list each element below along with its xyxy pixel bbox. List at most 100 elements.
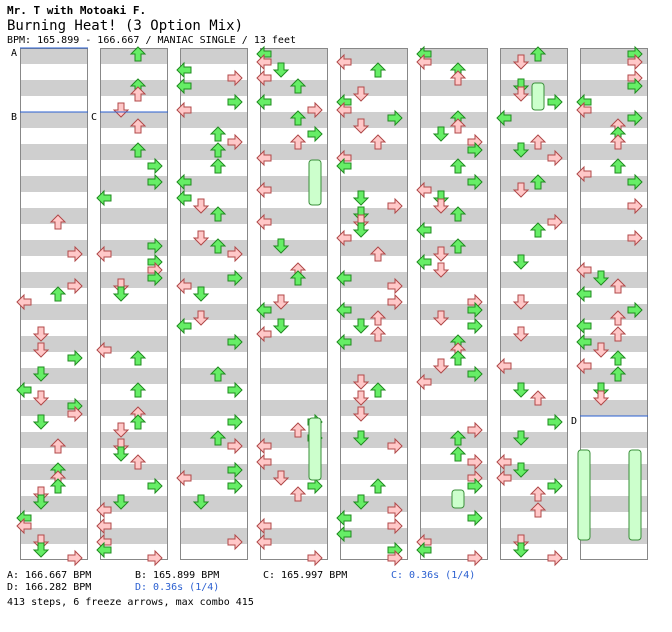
arrow-down-icon xyxy=(512,182,530,198)
arrow-up-icon xyxy=(609,310,627,326)
arrow-up-icon xyxy=(49,286,67,302)
arrow-right-icon xyxy=(227,69,243,87)
stop-legend-c: C: 0.36s (1/4) xyxy=(391,570,476,581)
arrow-left-icon xyxy=(176,189,192,207)
arrow-down-icon xyxy=(112,446,130,462)
arrow-right-icon xyxy=(147,157,163,175)
arrow-right-icon xyxy=(547,149,563,167)
arrow-right-icon xyxy=(227,245,243,263)
arrow-down-icon xyxy=(272,62,290,78)
arrow-left-icon xyxy=(176,173,192,191)
arrow-left-icon xyxy=(256,533,272,551)
arrow-right-icon xyxy=(67,245,83,263)
arrow-right-icon xyxy=(547,549,563,567)
arrow-left-icon xyxy=(176,317,192,335)
arrow-down-icon xyxy=(512,142,530,158)
arrow-down-icon xyxy=(592,390,610,406)
arrow-up-icon xyxy=(129,118,147,134)
arrow-right-icon xyxy=(67,405,83,423)
chart-column xyxy=(100,48,168,560)
chart-column xyxy=(340,48,408,560)
arrow-up-icon xyxy=(369,478,387,494)
arrow-up-icon xyxy=(129,414,147,430)
arrow-left-icon xyxy=(256,53,272,71)
arrow-down-icon xyxy=(512,542,530,558)
arrow-right-icon xyxy=(227,461,243,479)
arrow-left-icon xyxy=(576,261,592,279)
arrow-down-icon xyxy=(352,190,370,206)
arrow-up-icon xyxy=(529,222,547,238)
arrow-right-icon xyxy=(227,269,243,287)
arrow-left-icon xyxy=(416,221,432,239)
arrow-down-icon xyxy=(352,222,370,238)
arrow-right-icon xyxy=(547,93,563,111)
arrow-up-icon xyxy=(529,174,547,190)
arrow-up-icon xyxy=(529,486,547,502)
arrow-down-icon xyxy=(512,326,530,342)
arrow-up-icon xyxy=(289,134,307,150)
arrow-up-icon xyxy=(289,486,307,502)
arrow-down-icon xyxy=(112,286,130,302)
arrow-down-icon xyxy=(512,430,530,446)
arrow-up-icon xyxy=(209,206,227,222)
chart-summary: 413 steps, 6 freeze arrows, max combo 41… xyxy=(7,597,254,608)
arrow-right-icon xyxy=(467,141,483,159)
arrow-down-icon xyxy=(272,294,290,310)
arrow-right-icon xyxy=(307,477,323,495)
arrow-left-icon xyxy=(576,285,592,303)
bpm-legend-a: A: 166.667 BPM xyxy=(7,570,92,581)
arrow-left-icon xyxy=(496,109,512,127)
arrow-down-icon xyxy=(32,414,50,430)
arrow-down-icon xyxy=(112,494,130,510)
arrow-up-icon xyxy=(129,350,147,366)
arrow-left-icon xyxy=(416,541,432,559)
bpm-legend-c: C: 165.997 BPM xyxy=(263,570,348,581)
arrow-down-icon xyxy=(272,318,290,334)
arrow-right-icon xyxy=(467,549,483,567)
arrow-right-icon xyxy=(227,477,243,495)
arrow-left-icon xyxy=(416,53,432,71)
arrow-left-icon xyxy=(496,357,512,375)
arrow-left-icon xyxy=(576,165,592,183)
arrow-down-icon xyxy=(432,358,450,374)
arrow-up-icon xyxy=(289,78,307,94)
arrow-right-icon xyxy=(467,453,483,471)
arrow-right-icon xyxy=(147,477,163,495)
arrow-left-icon xyxy=(96,341,112,359)
arrow-left-icon xyxy=(256,213,272,231)
arrow-down-icon xyxy=(592,270,610,286)
arrow-left-icon xyxy=(576,317,592,335)
arrow-down-icon xyxy=(512,54,530,70)
arrow-left-icon xyxy=(336,157,352,175)
arrow-right-icon xyxy=(387,277,403,295)
chart-column xyxy=(500,48,568,560)
arrow-left-icon xyxy=(336,101,352,119)
arrow-left-icon xyxy=(416,373,432,391)
arrow-up-icon xyxy=(449,118,467,134)
arrow-right-icon xyxy=(147,549,163,567)
arrow-right-icon xyxy=(67,277,83,295)
arrow-right-icon xyxy=(227,533,243,551)
arrow-right-icon xyxy=(467,421,483,439)
arrow-left-icon xyxy=(256,301,272,319)
arrow-up-icon xyxy=(449,350,467,366)
arrow-up-icon xyxy=(209,158,227,174)
arrow-right-icon xyxy=(307,549,323,567)
freeze-arrow xyxy=(451,489,465,509)
arrow-up-icon xyxy=(609,158,627,174)
arrow-up-icon xyxy=(529,134,547,150)
arrow-right-icon xyxy=(227,93,243,111)
arrow-left-icon xyxy=(16,517,32,535)
arrow-left-icon xyxy=(96,501,112,519)
bpm-legend-b: B: 165.899 BPM xyxy=(135,570,220,581)
arrow-left-icon xyxy=(256,93,272,111)
arrow-left-icon xyxy=(96,517,112,535)
arrow-down-icon xyxy=(512,254,530,270)
arrow-down-icon xyxy=(192,310,210,326)
arrow-left-icon xyxy=(576,333,592,351)
freeze-arrow xyxy=(531,82,545,111)
arrow-left-icon xyxy=(96,245,112,263)
arrow-left-icon xyxy=(256,437,272,455)
arrow-left-icon xyxy=(256,181,272,199)
